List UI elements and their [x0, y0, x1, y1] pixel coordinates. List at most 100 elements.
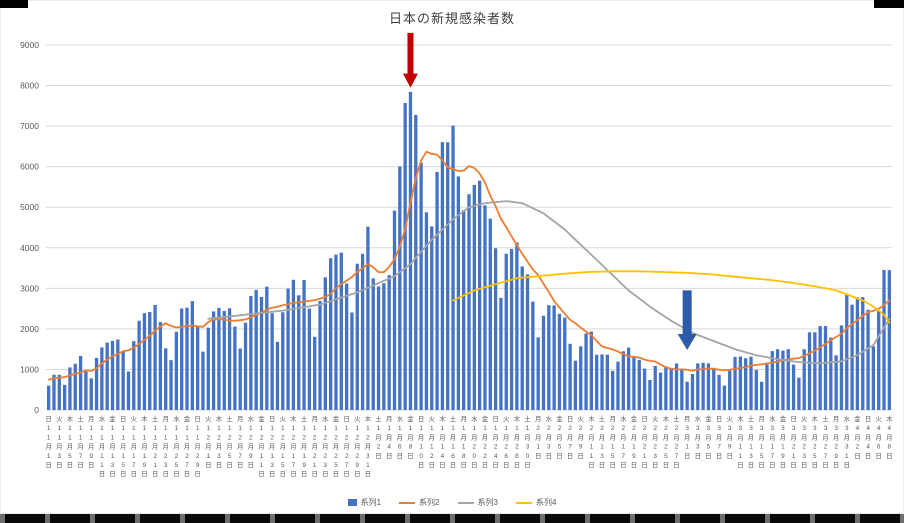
legend-label-series4: 系列4	[535, 498, 557, 507]
bar	[509, 248, 514, 410]
bar	[291, 279, 296, 410]
bar	[669, 368, 673, 410]
legend-item-series2[interactable]: 系列2	[399, 497, 440, 508]
bar	[350, 312, 354, 410]
bar	[839, 325, 844, 410]
bar	[781, 350, 785, 410]
bar	[105, 342, 109, 410]
bar	[164, 348, 168, 410]
bar	[414, 114, 418, 410]
bar	[754, 369, 758, 410]
bar	[483, 205, 487, 410]
bar	[323, 277, 327, 410]
bar	[52, 374, 56, 410]
bar	[472, 184, 476, 410]
series3-line	[207, 200, 891, 365]
bar	[169, 360, 173, 410]
bar	[153, 304, 157, 410]
legend-item-series3[interactable]: 系列3	[457, 497, 498, 508]
bar	[211, 311, 216, 410]
bar	[286, 288, 290, 410]
bar	[525, 274, 530, 410]
bar	[344, 283, 349, 410]
bar	[158, 322, 163, 410]
bar	[78, 356, 83, 410]
bar	[339, 252, 343, 410]
bar	[813, 332, 817, 410]
y-tick-label: 5000	[20, 202, 39, 212]
y-tick-label: 6000	[20, 162, 39, 172]
bar	[132, 341, 136, 410]
bar	[855, 297, 860, 410]
bar	[217, 307, 221, 410]
bar	[685, 381, 689, 410]
bar	[871, 346, 876, 410]
bar	[861, 297, 865, 410]
bar	[387, 275, 391, 410]
legend-item-series4[interactable]: 系列4	[515, 497, 557, 508]
bar	[488, 218, 492, 410]
bar	[174, 331, 179, 410]
bar	[84, 371, 88, 410]
bar	[765, 364, 769, 410]
bar	[477, 180, 482, 410]
bar	[616, 361, 620, 410]
bar	[190, 301, 194, 410]
bar	[297, 295, 301, 410]
legend-item-series1[interactable]: 系列1	[347, 497, 381, 508]
bar	[392, 210, 397, 410]
decline-arrow	[677, 290, 697, 350]
bar	[222, 310, 226, 410]
bar	[318, 300, 322, 410]
bar	[573, 360, 578, 410]
bar	[430, 226, 434, 410]
bar	[116, 339, 120, 410]
bar	[823, 325, 828, 410]
series4-line-swatch	[515, 501, 532, 504]
bar	[887, 270, 891, 410]
bar	[877, 310, 881, 410]
y-tick-label: 8000	[20, 81, 39, 91]
bar	[382, 283, 386, 410]
bar	[834, 355, 838, 410]
bar	[137, 320, 141, 410]
bar	[275, 341, 280, 410]
bar	[110, 340, 115, 410]
bar	[674, 363, 679, 410]
